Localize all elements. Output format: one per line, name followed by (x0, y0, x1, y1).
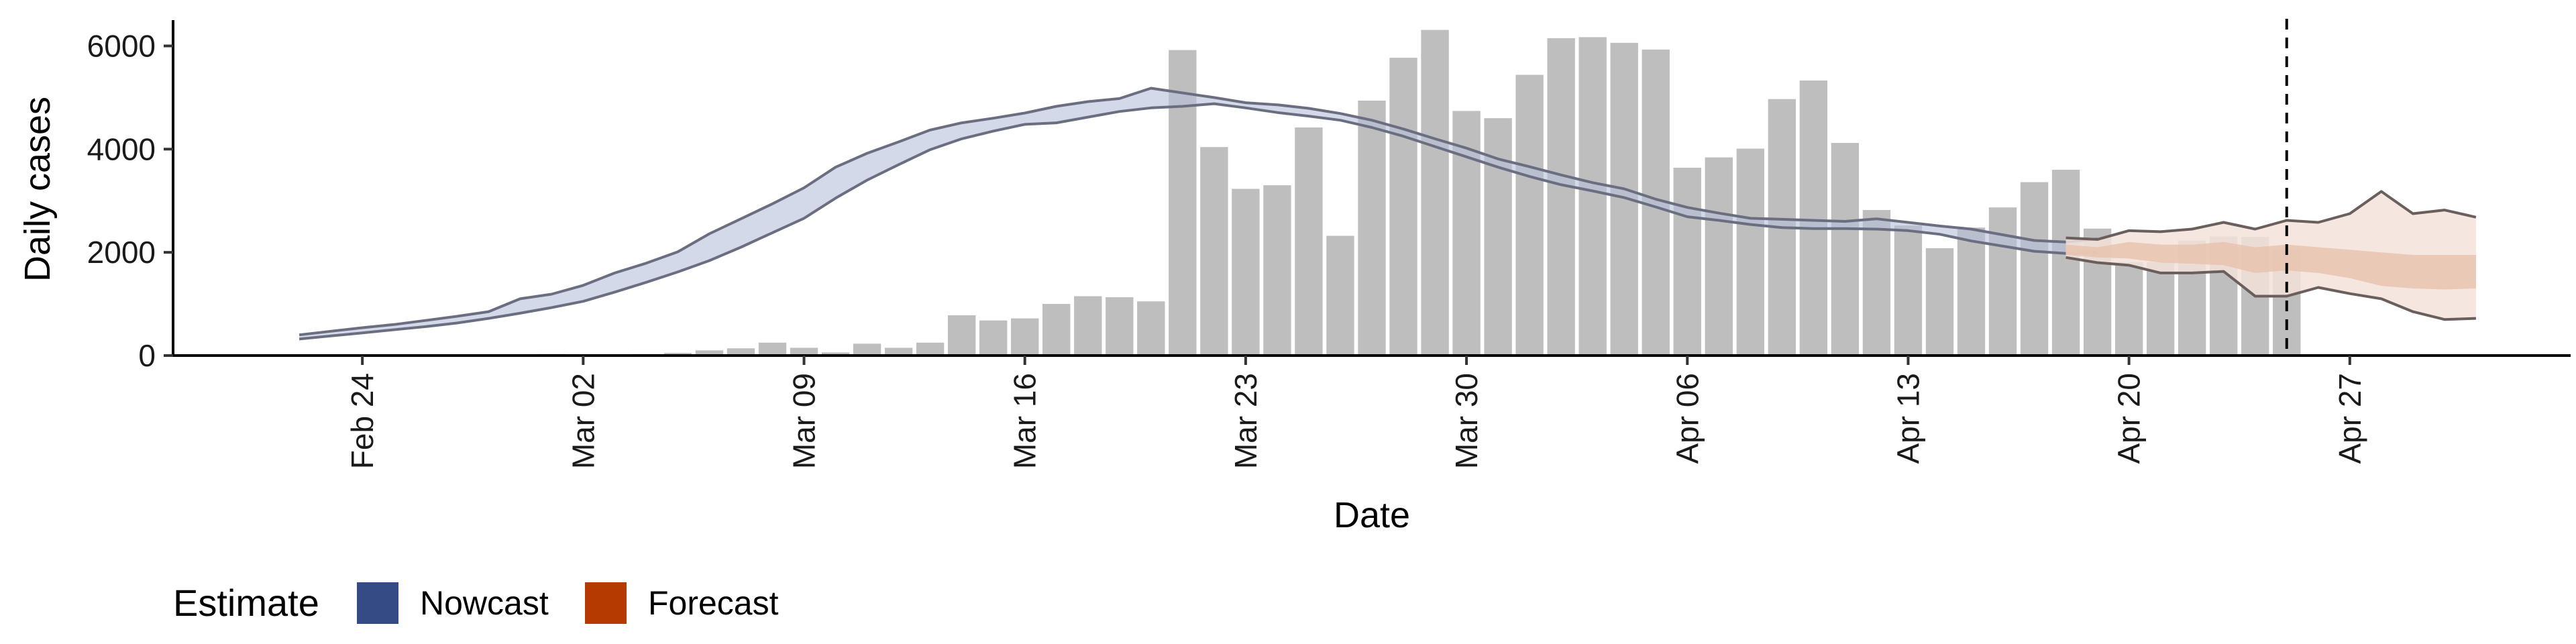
legend: Estimate Nowcast Forecast (173, 582, 779, 624)
bar (1705, 157, 1733, 356)
bar (1673, 168, 1701, 356)
y-tick-label: 4000 (87, 131, 156, 166)
bar (853, 343, 881, 356)
bar (727, 348, 755, 356)
bar (1988, 207, 2017, 356)
bar (1389, 58, 1417, 356)
legend-title: Estimate (173, 582, 319, 624)
bar (1515, 74, 1544, 356)
bar (1925, 248, 1954, 356)
x-tick-label: Mar 02 (566, 373, 600, 469)
bar (1831, 143, 1860, 356)
bar (758, 342, 787, 356)
bar (1358, 101, 1386, 356)
x-tick-label: Apr 13 (1890, 373, 1925, 464)
bar (1578, 37, 1607, 356)
bar (1421, 30, 1449, 356)
y-axis-title: Daily cases (17, 97, 58, 282)
bar (1799, 80, 1828, 356)
nowcast-lower-line (299, 102, 2098, 341)
bar (695, 350, 724, 356)
y-tick-label: 6000 (87, 28, 156, 63)
x-tick-label: Apr 06 (1670, 373, 1705, 464)
bar (2146, 262, 2175, 356)
bar (1042, 304, 1071, 356)
forecast-lower-line (2065, 256, 2476, 321)
bar (821, 352, 850, 356)
bar (1894, 225, 1923, 356)
y-tick-label: 0 (138, 338, 156, 373)
bar (1736, 148, 1765, 356)
reported-cases-bars (443, 30, 2301, 356)
bar (1106, 297, 1134, 356)
legend-swatch-forecast (585, 582, 627, 624)
bar (1862, 210, 1891, 356)
bar (1957, 227, 1986, 356)
bar (2020, 182, 2049, 356)
bar (2114, 262, 2143, 356)
legend-swatch-nowcast (357, 582, 398, 624)
bar (1263, 185, 1291, 356)
legend-label-nowcast: Nowcast (420, 584, 549, 622)
bar (1547, 38, 1575, 356)
bar (1326, 235, 1354, 356)
bar (1484, 118, 1512, 356)
nowcast-band (299, 88, 2098, 339)
bar (947, 315, 976, 356)
forecast-layer (2065, 190, 2477, 321)
bar (1295, 127, 1323, 356)
x-axis-title: Date (1334, 495, 1410, 535)
x-tick-label: Apr 20 (2112, 373, 2147, 464)
nowcast-upper-line (299, 87, 2098, 337)
bar (1074, 296, 1102, 356)
y-tick-label: 2000 (87, 235, 156, 270)
legend-label-forecast: Forecast (648, 584, 779, 622)
bar (1200, 147, 1228, 356)
bar (884, 347, 913, 356)
bar (916, 342, 945, 356)
bar (790, 347, 818, 356)
axes (172, 20, 2571, 357)
bar (2051, 170, 2080, 356)
forecast-band-inner (2065, 241, 2476, 290)
bar (979, 320, 1008, 356)
nowcast-layer (299, 87, 2098, 341)
x-tick-label: Feb 24 (345, 373, 380, 469)
bar (1011, 318, 1039, 356)
x-tick-label: Mar 23 (1228, 373, 1263, 469)
x-tick-label: Mar 09 (787, 373, 822, 469)
bar (1232, 189, 1260, 356)
x-tick-label: Mar 30 (1449, 373, 1484, 469)
forecast-upper-line (2065, 190, 2477, 241)
bar (1137, 301, 1165, 356)
x-axis-ticks: Feb 24 Mar 02 Mar 09 Mar 16 Mar 23 Mar 30 Apr … (345, 356, 2367, 469)
x-tick-label: Apr 27 (2332, 373, 2367, 464)
y-axis-ticks: 0 2000 4000 6000 (87, 28, 173, 373)
x-tick-label: Mar 16 (1008, 373, 1042, 469)
